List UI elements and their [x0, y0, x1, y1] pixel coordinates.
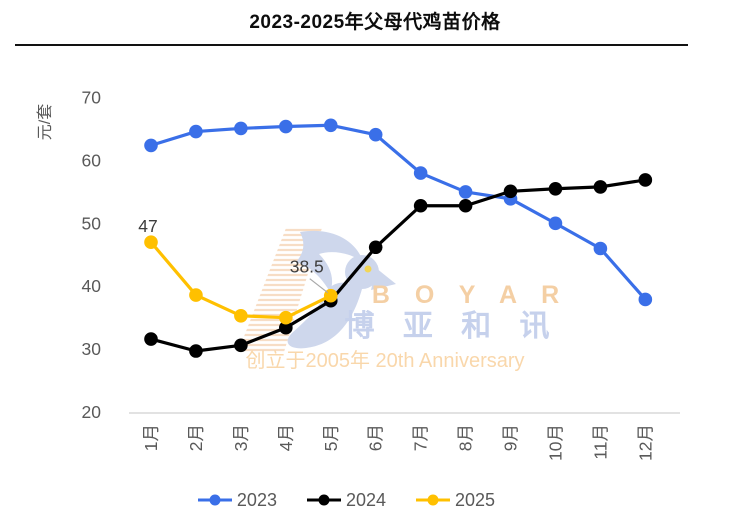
- legend-label: 2023: [236, 489, 277, 510]
- x-tick-label: 4月: [276, 424, 296, 451]
- series-2025-point: [279, 310, 293, 325]
- series-2023-point: [189, 124, 203, 139]
- series-2023-point: [323, 118, 338, 133]
- y-tick-label: 30: [82, 339, 102, 359]
- watermark-brand: B O Y A R: [372, 281, 568, 309]
- watermark-tagline: 创立于2005年 20th Anniversary: [245, 349, 524, 372]
- legend-item-2024: 2024: [306, 490, 386, 511]
- legend-label: 2025: [455, 489, 496, 510]
- series-2025-point: [234, 308, 248, 323]
- series-2024-point: [503, 184, 518, 199]
- x-tick-label: 2月: [186, 424, 206, 451]
- legend-marker-icon: [416, 494, 451, 506]
- x-tick-label: 10月: [545, 424, 565, 461]
- series-2023-point: [548, 216, 563, 231]
- annotation-label: 38.5: [290, 257, 324, 277]
- series-2023-line: [149, 123, 647, 302]
- series-2024-line: [149, 178, 647, 353]
- x-tick-label: 7月: [411, 424, 431, 451]
- x-tick-label: 5月: [321, 424, 341, 451]
- legend-marker-dot: [427, 494, 439, 506]
- y-tick-label: 70: [82, 88, 102, 108]
- x-tick-label: 9月: [501, 424, 521, 451]
- series-2024-point: [189, 344, 203, 358]
- x-tick-label: 12月: [635, 424, 655, 461]
- series-2023-point: [368, 127, 383, 142]
- legend-marker-dot: [209, 494, 221, 506]
- watermark-logo: B O Y A R 博 亚 和 讯 创立于2005年 20th Annivers…: [238, 228, 568, 372]
- series-2025-point: [189, 288, 203, 302]
- legend-label: 2024: [345, 489, 387, 510]
- title-divider: [15, 44, 688, 46]
- series-2023-point: [593, 241, 608, 256]
- annotation-leader-line: [309, 278, 329, 294]
- legend: 2023 2024 2025: [0, 487, 721, 513]
- dove-eye: [364, 265, 372, 273]
- annotation-label: 47: [138, 216, 157, 236]
- series-2024-point: [279, 320, 293, 335]
- legend-marker-icon: [197, 494, 232, 506]
- y-axis-title: 元/套: [36, 104, 54, 140]
- series-2024-point: [234, 338, 248, 353]
- series-2023-point: [144, 138, 158, 153]
- series-2023-point: [234, 121, 248, 136]
- y-tick-label: 50: [82, 213, 102, 233]
- y-tick-label: 20: [82, 402, 102, 422]
- y-tick-label: 60: [82, 150, 102, 170]
- plot-area: 70 60 50 40 30 20 1月 2月 3月 4月 5月 6月 7月 8月 9月 10月 11月 12月 4…: [82, 88, 656, 461]
- series-2024-point: [548, 181, 563, 196]
- series-2023-point: [413, 166, 428, 180]
- x-tick-label: 11月: [590, 424, 610, 460]
- series-2024-point: [593, 180, 608, 194]
- x-tick-label: 8月: [456, 424, 476, 451]
- series-2024-point: [144, 332, 158, 346]
- watermark-brand-cn: 博 亚 和 讯: [344, 310, 559, 343]
- series-2024-point: [368, 240, 383, 255]
- series-2024-point: [458, 198, 473, 213]
- series-2025-point: [144, 235, 158, 250]
- legend-marker-dot: [318, 494, 330, 506]
- x-tick-label: 1月: [141, 424, 161, 451]
- legend-item-2023: 2023: [197, 490, 277, 511]
- watermark-dove-icon: [287, 230, 396, 349]
- chart-title: 2023-2025年父母代鸡苗价格: [249, 12, 501, 33]
- x-tick-label: 6月: [366, 424, 386, 451]
- series-2024-point: [638, 173, 653, 187]
- y-tick-label: 40: [82, 276, 102, 296]
- series-2023-point: [638, 292, 653, 307]
- series-2023-point: [279, 119, 293, 134]
- legend-item-2025: 2025: [415, 490, 495, 511]
- series-2023-point: [458, 185, 473, 199]
- legend-marker-icon: [306, 494, 341, 506]
- series-2024-point: [413, 198, 428, 213]
- x-tick-label: 3月: [231, 424, 251, 451]
